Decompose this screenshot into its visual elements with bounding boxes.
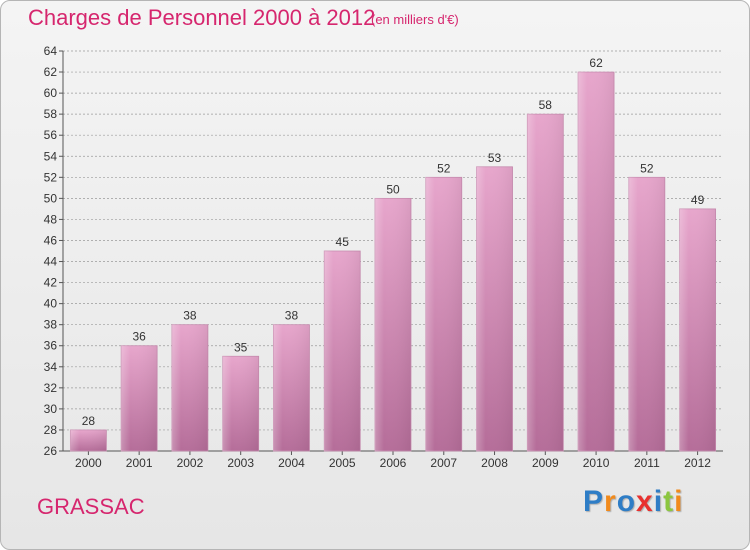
data-label: 52	[640, 161, 654, 175]
bar-shine	[578, 72, 615, 451]
bar-shine	[121, 345, 158, 451]
data-label: 58	[539, 98, 553, 112]
y-tick-label: 52	[44, 170, 58, 184]
data-label: 53	[488, 151, 502, 165]
y-tick-label: 58	[44, 107, 58, 121]
y-tick-label: 26	[44, 444, 58, 458]
data-label: 62	[589, 56, 603, 70]
y-tick-label: 48	[44, 212, 58, 226]
y-tick-label: 62	[44, 65, 58, 79]
logo-letter: i	[653, 485, 664, 518]
data-label: 35	[234, 340, 248, 354]
data-label: 49	[691, 193, 705, 207]
data-label: 52	[437, 161, 451, 175]
y-tick-label: 38	[44, 318, 58, 332]
logo-letter: P	[583, 485, 605, 518]
logo-letter: o	[616, 485, 637, 518]
bar-shine	[425, 177, 462, 451]
x-tick-label: 2010	[583, 456, 610, 470]
bar-shine	[679, 208, 716, 451]
bar-shine	[171, 324, 208, 451]
y-tick-label: 30	[44, 402, 58, 416]
bar-chart: 26 28 30 32 34 36 38 40 42 44 46 48 50 52 54 56 58 60 62 64…	[44, 44, 723, 470]
chart-title: Charges de Personnel 2000 à 2012	[28, 5, 376, 30]
data-label: 38	[183, 309, 197, 323]
y-tick-label: 34	[44, 360, 58, 374]
chart-subtitle: (en milliers d'€)	[371, 12, 459, 27]
x-tick-label: 2004	[278, 456, 305, 470]
axes: 26 28 30 32 34 36 38 40 42 44 46 48 50 52 54 56 58 60 62 64…	[44, 44, 723, 470]
x-tick-label: 2001	[126, 456, 153, 470]
x-tick-label: 2006	[380, 456, 407, 470]
y-tick-label: 42	[44, 276, 58, 290]
proxiti-logo[interactable]: Proxiti	[583, 485, 683, 519]
data-label: 45	[336, 235, 350, 249]
data-label: 28	[82, 414, 96, 428]
bar-shine	[375, 198, 411, 451]
y-tick-label: 36	[44, 339, 58, 353]
y-tick-label: 56	[44, 128, 58, 142]
logo-letter: t	[663, 485, 675, 518]
bar-shine	[324, 251, 361, 451]
x-tick-label: 2005	[329, 456, 356, 470]
y-tick-label: 54	[44, 149, 58, 163]
x-tick-label: 2007	[430, 456, 457, 470]
x-tick-label: 2009	[532, 456, 559, 470]
bar-shine	[628, 177, 665, 451]
x-tick-label: 2002	[177, 456, 204, 470]
bar-shine	[527, 114, 564, 451]
y-tick-label: 44	[44, 255, 58, 269]
x-tick-label: 2000	[75, 456, 102, 470]
bar-shine	[273, 324, 310, 451]
commune-name: GRASSAC	[37, 494, 145, 519]
logo-letter: i	[674, 485, 684, 518]
bar-shine	[476, 166, 513, 451]
x-tick-label: 2011	[634, 456, 660, 470]
x-tick-label: 2008	[481, 456, 508, 470]
logo-letter: x	[636, 485, 654, 518]
bars	[69, 71, 717, 452]
y-tick-label: 64	[44, 44, 58, 58]
data-label: 36	[132, 330, 146, 344]
data-label: 50	[386, 182, 400, 196]
x-tick-label: 2012	[684, 456, 711, 470]
y-tick-label: 32	[44, 381, 58, 395]
y-tick-label: 60	[44, 86, 58, 100]
logo-letter: r	[604, 485, 617, 518]
bar-shine	[222, 356, 259, 451]
bar-shine	[70, 429, 107, 451]
y-tick-label: 40	[44, 297, 58, 311]
data-labels: 28 36 38 35 38 45 50 52 53 58 62 52 49	[82, 56, 705, 428]
y-tick-label: 50	[44, 191, 58, 205]
data-label: 38	[285, 309, 299, 323]
y-tick-label: 46	[44, 233, 58, 247]
y-tick-label: 28	[44, 423, 58, 437]
x-tick-label: 2003	[227, 456, 254, 470]
